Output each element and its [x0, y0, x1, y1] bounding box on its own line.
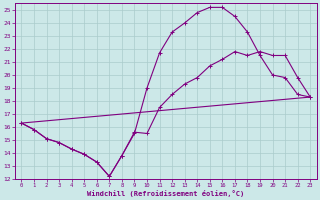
- X-axis label: Windchill (Refroidissement éolien,°C): Windchill (Refroidissement éolien,°C): [87, 190, 244, 197]
